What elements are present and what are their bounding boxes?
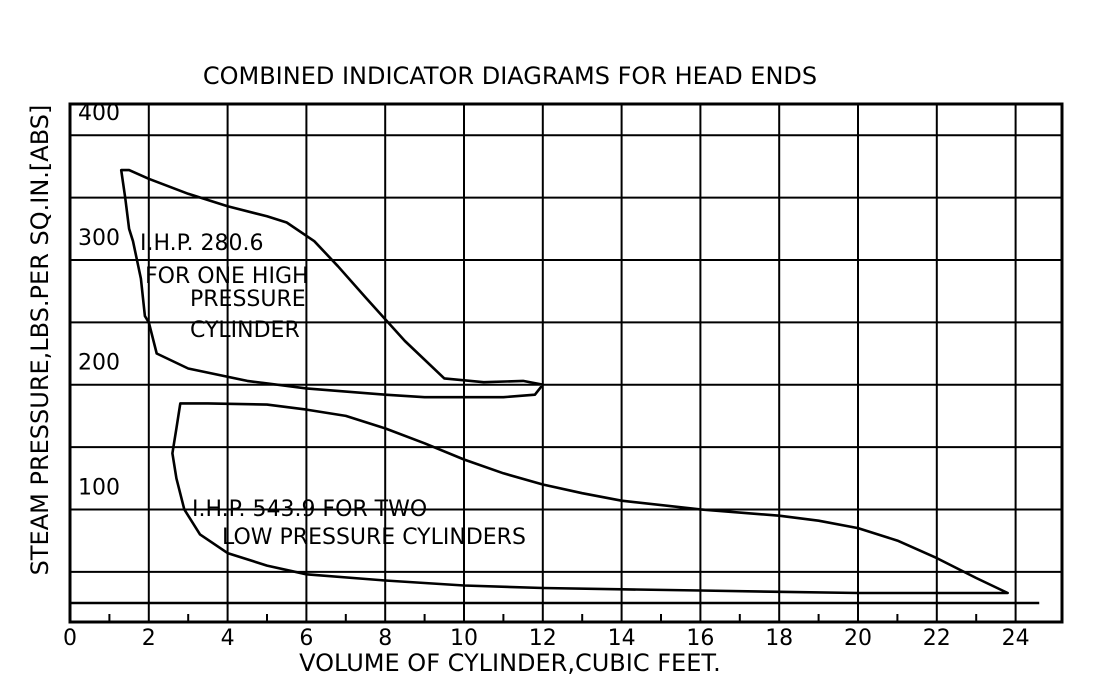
x-tick-label: 14 [608,626,636,651]
y-axis-label: STEAM PRESSURE,LBS.PER SQ.IN.[ABS] [26,105,54,576]
y-tick-label: 400 [78,101,120,126]
x-tick-label: 10 [450,626,478,651]
hp-annotation-line-4: CYLINDER [190,318,300,343]
x-tick-labels: 0 2 4 6 8 10 12 14 16 18 20 22 24 [63,626,1030,651]
x-axis-label: VOLUME OF CYLINDER,CUBIC FEET. [299,649,721,677]
high-pressure-curve [119,168,545,399]
x-tick-label: 2 [142,626,156,651]
hp-annotation-line-2: FOR ONE HIGH [145,264,309,289]
y-tick-label: 300 [78,226,120,251]
x-tick-label: 20 [844,626,872,651]
hp-annotation-line-1: I.H.P. 280.6 [140,231,263,256]
y-tick-label: 200 [78,351,120,376]
lp-annotation-line-2: LOW PRESSURE CYLINDERS [222,525,526,550]
y-tick-labels: 100 200 300 400 [78,101,120,500]
low-pressure-curve [171,402,1009,595]
x-tick-label: 18 [765,626,793,651]
y-tick-label: 100 [78,475,120,500]
x-tick-label: 24 [1002,626,1030,651]
lp-annotation-line-1: I.H.P. 543.9 FOR TWO [192,497,427,522]
hp-annotation-line-3: PRESSURE [190,287,306,312]
chart-title: COMBINED INDICATOR DIAGRAMS FOR HEAD END… [203,62,817,90]
x-tick-label: 4 [221,626,235,651]
x-tick-label: 22 [923,626,951,651]
x-tick-label: 8 [378,626,392,651]
x-tick-label: 0 [63,626,77,651]
plot-grid [68,102,1064,624]
x-tick-label: 12 [529,626,557,651]
indicator-curves [119,168,1009,595]
x-tick-label: 6 [299,626,313,651]
plot-frame [68,102,1064,624]
x-tick-label: 16 [686,626,714,651]
